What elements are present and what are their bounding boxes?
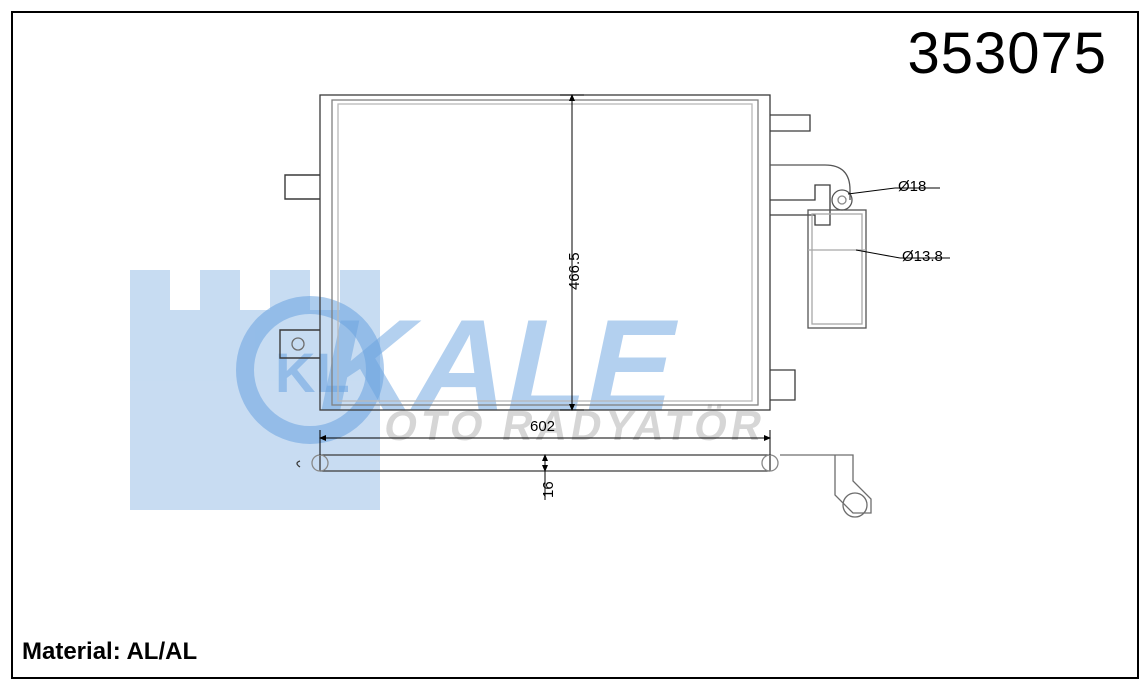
tech-drawing xyxy=(0,0,1147,686)
material-label: Material: AL/AL xyxy=(22,638,197,666)
dim-port1: Ø18 xyxy=(898,178,926,195)
dim-port2: Ø13.8 xyxy=(902,248,943,265)
dim-width: 602 xyxy=(530,418,555,435)
dim-thickness: 16 xyxy=(540,481,557,498)
part-number: 353075 xyxy=(907,20,1107,87)
dim-height: 466.5 xyxy=(566,252,583,290)
page: KL KALE OTO RADYATÖR xyxy=(0,0,1147,686)
